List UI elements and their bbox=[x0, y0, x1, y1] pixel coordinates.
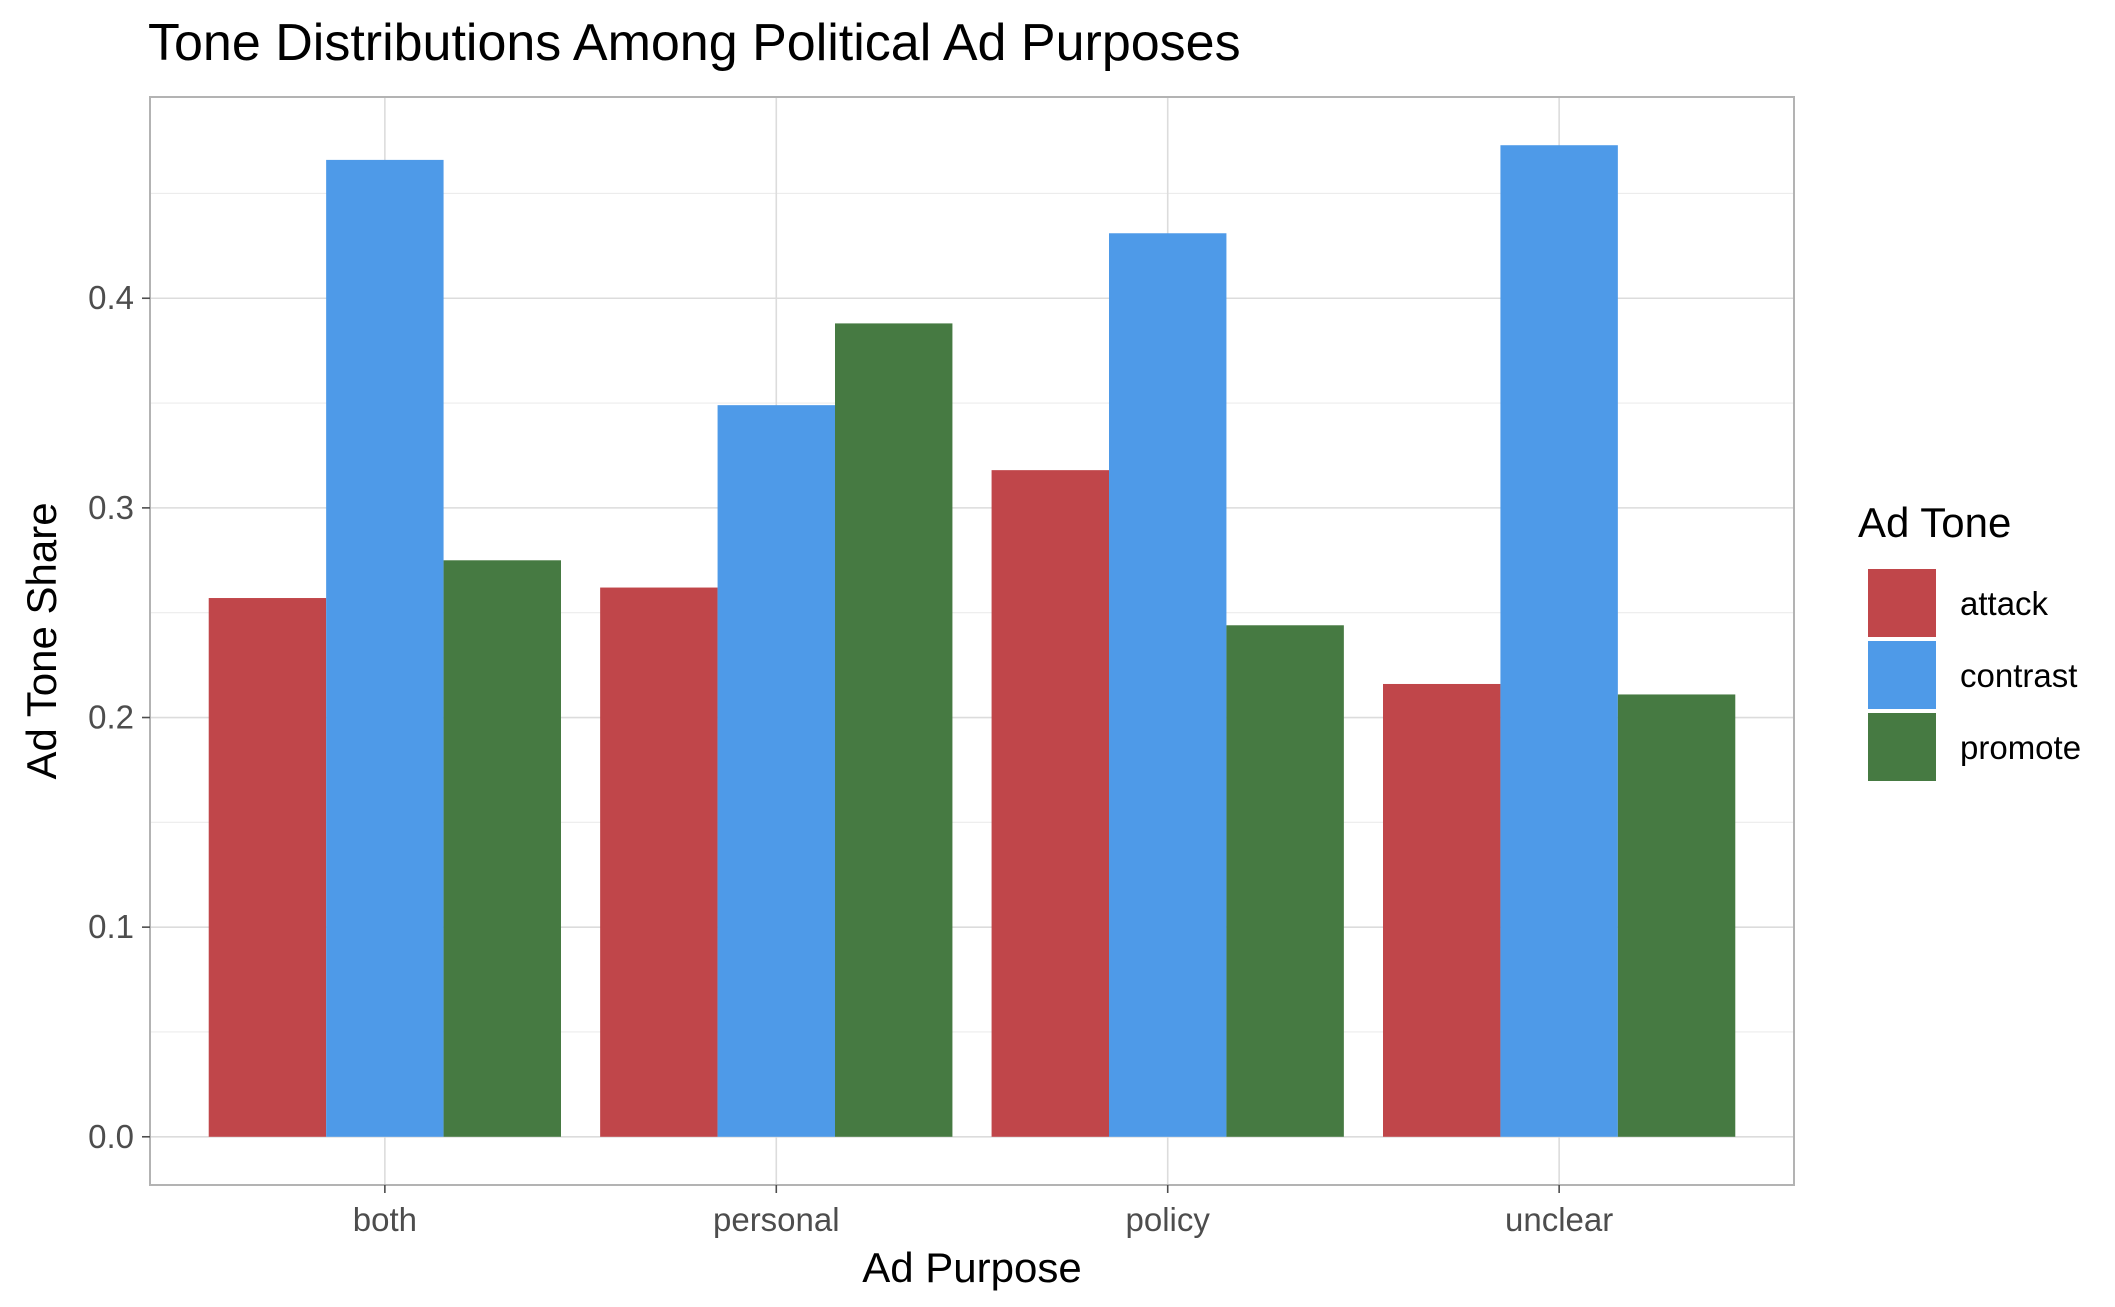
bar-attack-policy bbox=[991, 470, 1109, 1137]
bar-attack-both bbox=[208, 598, 327, 1137]
bar-contrast-unclear bbox=[1500, 145, 1618, 1137]
legend-label-attack: attack bbox=[1960, 585, 2049, 622]
legend-label-contrast: contrast bbox=[1960, 657, 2077, 694]
legend-key-promote bbox=[1868, 713, 1936, 781]
bar-promote-both bbox=[443, 560, 561, 1137]
x-axis-title: Ad Purpose bbox=[862, 1244, 1081, 1291]
x-tick-label-both: both bbox=[353, 1201, 417, 1238]
bar-promote-unclear bbox=[1617, 694, 1736, 1137]
legend-title: Ad Tone bbox=[1858, 499, 2011, 546]
y-axis-title: Ad Tone Share bbox=[18, 502, 65, 779]
y-tick-label: 0.4 bbox=[88, 279, 134, 316]
bar-contrast-personal bbox=[717, 405, 835, 1137]
bar-promote-policy bbox=[1226, 625, 1344, 1137]
bar-contrast-both bbox=[326, 159, 444, 1137]
bar-contrast-policy bbox=[1109, 233, 1227, 1137]
legend-key-contrast bbox=[1868, 641, 1936, 709]
x-axis: both personal policy unclear bbox=[353, 1185, 1613, 1238]
legend-key-attack bbox=[1868, 569, 1936, 637]
y-tick-label: 0.3 bbox=[88, 489, 134, 526]
plot-panel bbox=[149, 96, 1795, 1186]
y-tick-label: 0.2 bbox=[88, 699, 134, 736]
bar-attack-unclear bbox=[1383, 683, 1501, 1137]
x-tick-label-policy: policy bbox=[1126, 1201, 1211, 1238]
y-tick-label: 0.0 bbox=[88, 1118, 134, 1155]
legend: Ad Tone attack contrast promote bbox=[1858, 499, 2081, 781]
y-tick-label: 0.1 bbox=[88, 908, 134, 945]
legend-label-promote: promote bbox=[1960, 729, 2081, 766]
bar-attack-personal bbox=[600, 587, 718, 1137]
bars bbox=[208, 145, 1736, 1137]
x-tick-label-personal: personal bbox=[713, 1201, 840, 1238]
chart-title: Tone Distributions Among Political Ad Pu… bbox=[148, 14, 1241, 72]
bar-promote-personal bbox=[835, 323, 953, 1137]
y-axis: 0.0 0.1 0.2 0.3 0.4 bbox=[88, 279, 150, 1155]
x-tick-label-unclear: unclear bbox=[1505, 1201, 1613, 1238]
